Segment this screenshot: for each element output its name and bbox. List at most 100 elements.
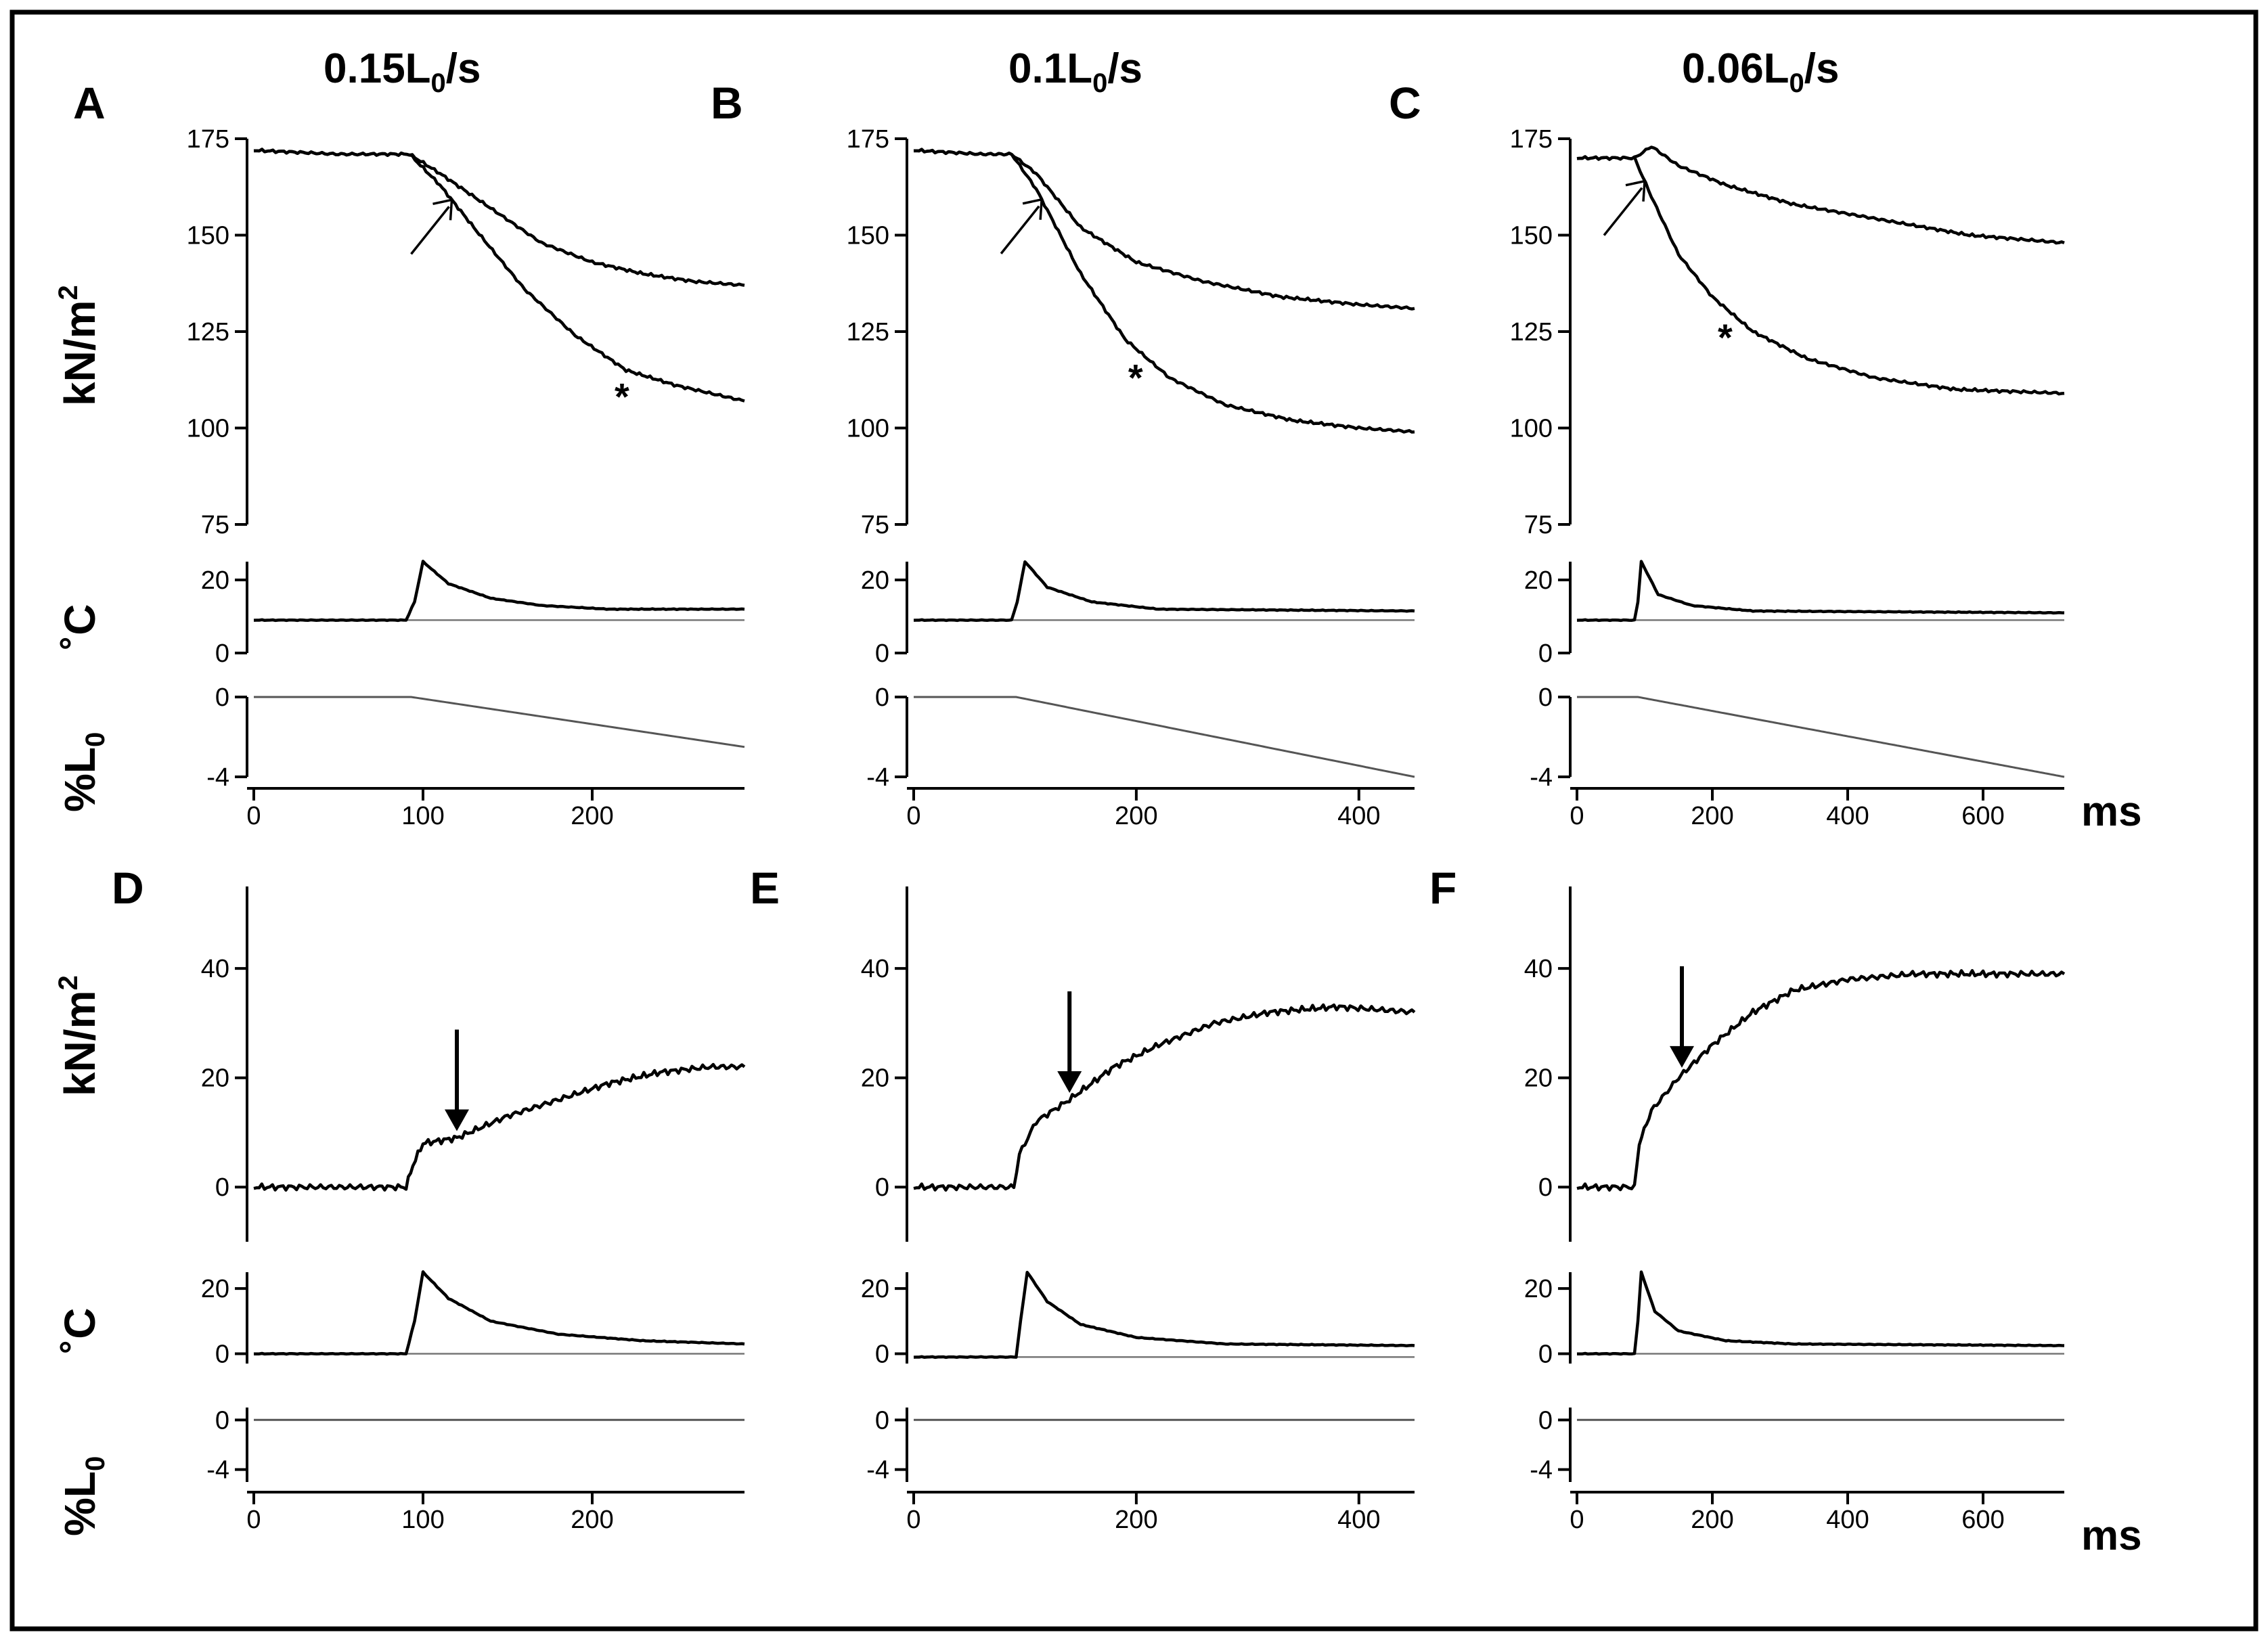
y-label-length-top: %L0 — [55, 732, 110, 812]
y-tick-label-force-c: 175 — [1510, 125, 1553, 154]
y-tick-label-temp-e: 20 — [861, 1275, 889, 1303]
y-label-force-top: kN/m2 — [53, 285, 104, 406]
x-tick-label-e: 0 — [906, 1506, 920, 1534]
open-arrow-head-a — [432, 198, 453, 221]
y-tick-label-temp-b: 0 — [875, 639, 889, 668]
y-tick-label-force-b: 75 — [861, 511, 889, 539]
force-trace-force-d — [253, 1062, 746, 1192]
y-tick-label-length-d: -4 — [206, 1456, 229, 1485]
y-tick-label-temp-a: 0 — [215, 639, 229, 668]
y-tick-label-force-b: 100 — [847, 415, 889, 443]
y-tick-label-force-a: 150 — [187, 222, 229, 250]
x-tick-label-d: 0 — [246, 1506, 261, 1534]
x-tick-label-d: 200 — [571, 1506, 613, 1534]
x-tick-label-b: 0 — [906, 802, 920, 830]
temp-trace-c — [1576, 560, 2065, 623]
figure-frame — [9, 9, 2259, 1632]
y-tick-label-force-b: 150 — [847, 222, 889, 250]
y-tick-label-force-c: 150 — [1510, 222, 1553, 250]
open-arrow-head-b — [1022, 198, 1044, 220]
star-marker-b: * — [1128, 357, 1143, 399]
x-tick-label-a: 200 — [571, 802, 613, 830]
y-tick-label-force-c: 75 — [1524, 511, 1553, 539]
y-tick-label-force-a: 100 — [187, 415, 229, 443]
y-tick-label-length-c: 0 — [1538, 683, 1553, 712]
panel-letter-c: C — [1389, 78, 1421, 128]
star-marker-c: * — [1718, 316, 1733, 359]
y-tick-label-force-f: 40 — [1524, 955, 1553, 983]
y-label-temp-top: ˚C — [55, 604, 104, 650]
y-tick-label-temp-d: 0 — [215, 1341, 229, 1369]
x-tick-label-f: 200 — [1691, 1506, 1733, 1534]
panel-letter-e: E — [750, 863, 780, 913]
y-tick-label-temp-a: 20 — [201, 566, 229, 595]
y-tick-label-length-d: 0 — [215, 1406, 229, 1435]
length-trace-b — [914, 696, 1415, 778]
y-tick-label-temp-f: 20 — [1524, 1275, 1553, 1303]
force-trace-lower-a — [253, 148, 745, 403]
y-tick-label-length-b: -4 — [866, 763, 889, 792]
y-tick-label-temp-b: 20 — [861, 566, 889, 595]
y-tick-label-length-f: 0 — [1538, 1406, 1553, 1435]
y-tick-label-force-d: 20 — [201, 1064, 229, 1093]
force-trace-force-f — [1576, 969, 2066, 1192]
x-tick-label-b: 200 — [1115, 802, 1157, 830]
panel-letter-f: F — [1429, 863, 1457, 913]
x-tick-label-e: 200 — [1115, 1506, 1157, 1534]
open-arrow-a — [410, 206, 450, 255]
solid-arrow-head-e — [1057, 1071, 1082, 1093]
x-tick-label-d: 100 — [401, 1506, 444, 1534]
x-tick-label-f: 400 — [1826, 1506, 1869, 1534]
y-tick-label-temp-c: 20 — [1524, 566, 1553, 595]
x-tick-label-e: 400 — [1337, 1506, 1380, 1534]
star-marker-a: * — [615, 376, 629, 418]
y-tick-label-force-b: 175 — [847, 125, 889, 154]
panel-a: 75 100 125 150 175 * 0 20 -4 0 0 100 200 — [187, 125, 745, 830]
force-trace-lower-b — [913, 148, 1415, 434]
y-tick-label-length-a: 0 — [215, 683, 229, 712]
temp-trace-e — [913, 1270, 1415, 1359]
y-tick-label-force-c: 100 — [1510, 415, 1553, 443]
y-tick-label-force-a: 175 — [187, 125, 229, 154]
x-tick-label-c: 200 — [1691, 802, 1733, 830]
x-tick-label-c: 0 — [1570, 802, 1584, 830]
panel-letter-d: D — [112, 863, 144, 913]
y-tick-label-force-c: 125 — [1510, 318, 1553, 346]
y-tick-label-temp-d: 20 — [201, 1275, 229, 1303]
y-label-length-bottom: %L0 — [55, 1456, 110, 1536]
y-tick-label-force-e: 0 — [875, 1173, 889, 1202]
y-tick-label-force-d: 0 — [215, 1173, 229, 1202]
temp-trace-a — [253, 560, 745, 623]
x-tick-label-a: 100 — [401, 802, 444, 830]
temp-trace-f — [1576, 1270, 2065, 1356]
temp-trace-d — [253, 1270, 745, 1356]
temp-trace-b — [913, 560, 1415, 623]
y-tick-label-force-e: 40 — [861, 955, 889, 983]
y-tick-label-length-b: 0 — [875, 683, 889, 712]
y-tick-label-temp-f: 0 — [1538, 1341, 1553, 1369]
panel-c: 75 100 125 150 175 * 0 20 -4 0 0 200 400 600 — [1510, 125, 2065, 830]
column-title-medium: 0.1L0/s — [1008, 45, 1142, 98]
x-unit-bottom: ms — [2081, 1512, 2142, 1559]
open-arrow-c — [1603, 187, 1643, 236]
y-label-temp-bottom: ˚C — [55, 1307, 104, 1353]
column-title-slow: 0.06L0/s — [1682, 45, 1840, 98]
solid-arrow-head-f — [1670, 1046, 1694, 1068]
y-tick-label-force-a: 125 — [187, 318, 229, 346]
x-tick-label-b: 400 — [1337, 802, 1380, 830]
y-tick-label-temp-e: 0 — [875, 1341, 889, 1369]
x-tick-label-f: 600 — [1961, 1506, 2004, 1534]
x-tick-label-f: 0 — [1570, 1506, 1584, 1534]
y-tick-label-force-a: 75 — [201, 511, 229, 539]
x-unit-top: ms — [2081, 788, 2142, 835]
x-tick-label-c: 400 — [1826, 802, 1869, 830]
panel-b: 75 100 125 150 175 * 0 20 -4 0 0 200 400 — [847, 125, 1415, 830]
y-tick-label-length-e: 0 — [875, 1406, 889, 1435]
panel-d: 0 20 40 0 20 -4 0 0 100 200 — [201, 886, 746, 1534]
solid-arrow-head-d — [445, 1109, 469, 1131]
open-arrow-b — [1000, 205, 1040, 254]
force-trace-upper-c — [1576, 145, 2065, 245]
